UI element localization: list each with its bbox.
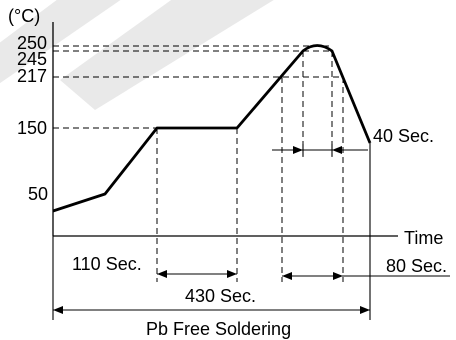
tick-label-250: 250 [17, 33, 47, 53]
dim-430-arrow-right [360, 306, 370, 314]
label-40-sec: 40 Sec. [373, 126, 434, 146]
label-430-sec: 430 Sec. [185, 286, 256, 306]
dim-110-arrow-left [157, 270, 167, 278]
dim-40-arrow-left [293, 146, 303, 154]
x-axis-label: Time [404, 228, 443, 248]
dim-430-arrow-left [53, 306, 63, 314]
tick-label-217: 217 [17, 66, 47, 86]
dim-110-arrow-right [227, 270, 237, 278]
tick-label-245: 245 [17, 49, 47, 69]
watermark-stroke-left [0, 0, 121, 84]
tick-label-150: 150 [17, 118, 47, 138]
diagram-caption: Pb Free Soldering [146, 319, 291, 339]
temperature-profile-curve [52, 44, 372, 213]
dim-80-arrow-left [282, 272, 292, 280]
tick-label-50: 50 [28, 184, 48, 204]
label-80-sec: 80 Sec. [386, 256, 447, 276]
watermark-stroke-right [60, 0, 274, 110]
label-110-sec: 110 Sec. [72, 254, 142, 274]
dim-40-arrow-right [332, 146, 342, 154]
dim-80-arrow-right [333, 272, 343, 280]
y-axis-unit: (°C) [8, 6, 40, 26]
